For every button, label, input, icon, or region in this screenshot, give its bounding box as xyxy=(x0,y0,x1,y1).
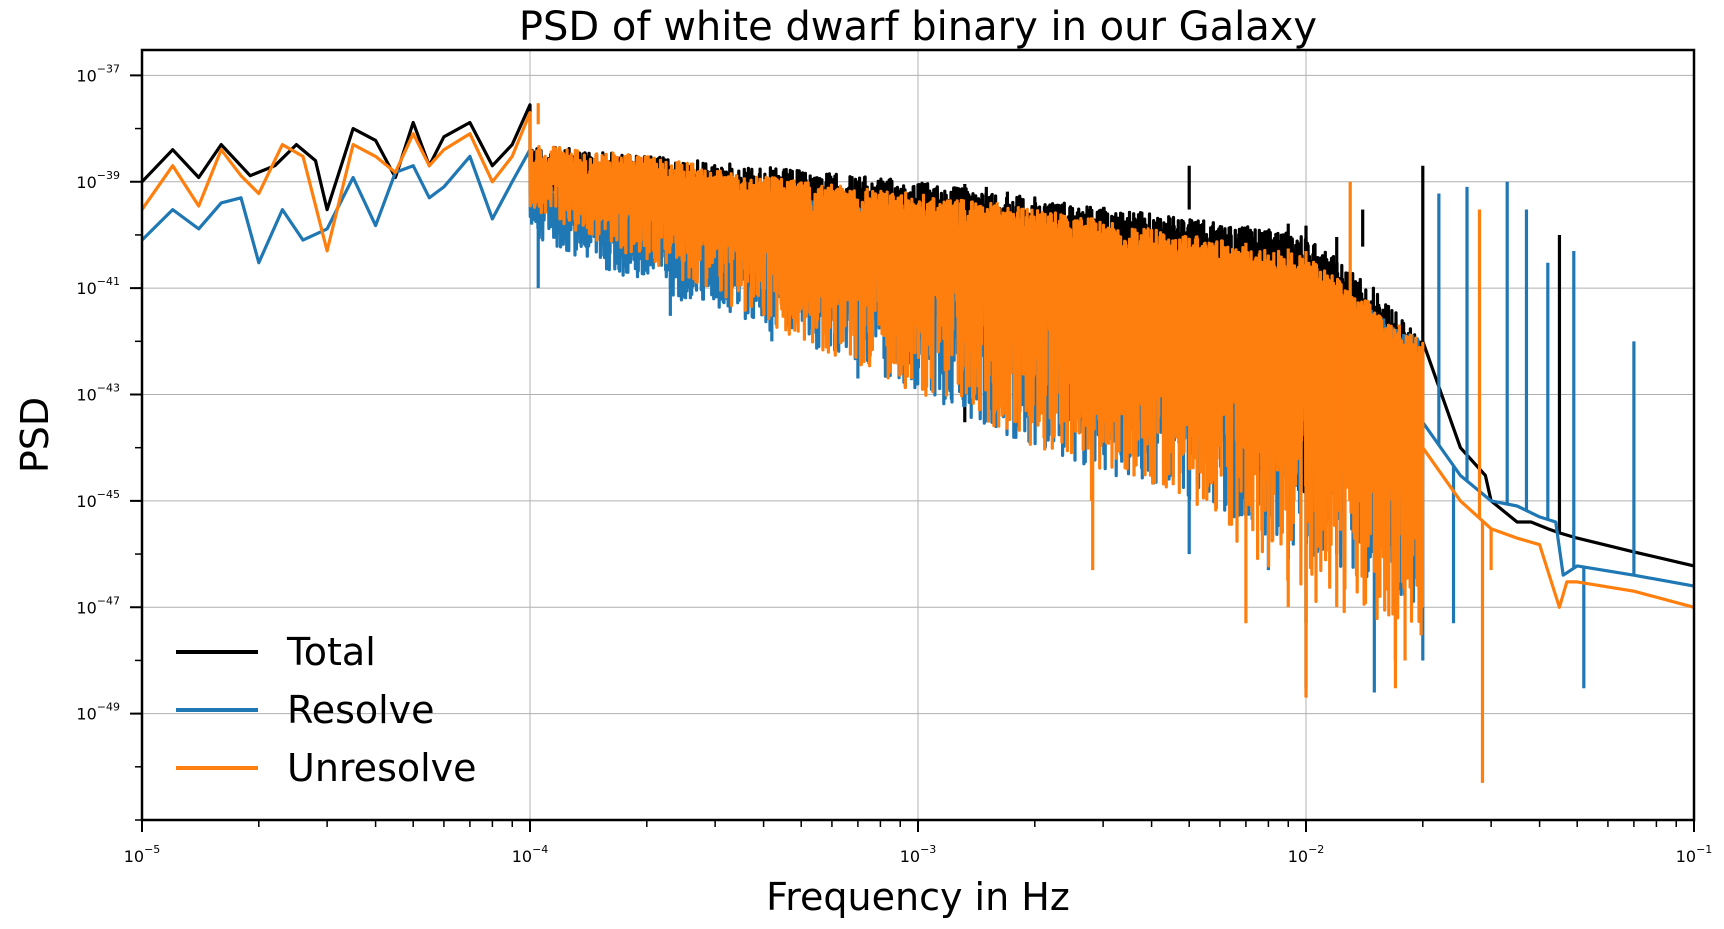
y-tick-label: 10−45 xyxy=(76,488,120,511)
y-tick-label: 10−49 xyxy=(76,701,120,724)
legend-label-resolve: Resolve xyxy=(287,688,435,732)
plot-area xyxy=(140,103,1695,783)
y-tick-label: 10−43 xyxy=(76,382,120,405)
y-tick-label: 10−47 xyxy=(76,594,120,617)
legend-label-unresolve: Unresolve xyxy=(287,746,477,790)
x-tick-label: 10−4 xyxy=(512,843,549,866)
legend: Total Resolve Unresolve xyxy=(176,630,477,790)
y-tick-label: 10−41 xyxy=(76,275,120,298)
legend-label-total: Total xyxy=(286,630,376,674)
chart-title: PSD of white dwarf binary in our Galaxy xyxy=(519,4,1317,50)
x-axis-label: Frequency in Hz xyxy=(766,875,1070,919)
y-axis-label: PSD xyxy=(13,397,57,473)
x-tick-label: 10−1 xyxy=(1676,843,1713,866)
ticks: 10−5 10−4 10−3 10−2 10−1 10−37 10−39 10−41 10−43… xyxy=(76,62,1712,866)
x-tick-label: 10−3 xyxy=(900,843,937,866)
series-line-unresolve xyxy=(140,111,1695,636)
x-tick-label: 10−5 xyxy=(124,843,161,866)
x-tick-label: 10−2 xyxy=(1288,843,1325,866)
y-tick-label: 10−37 xyxy=(76,62,120,85)
y-tick-label: 10−39 xyxy=(76,169,120,192)
